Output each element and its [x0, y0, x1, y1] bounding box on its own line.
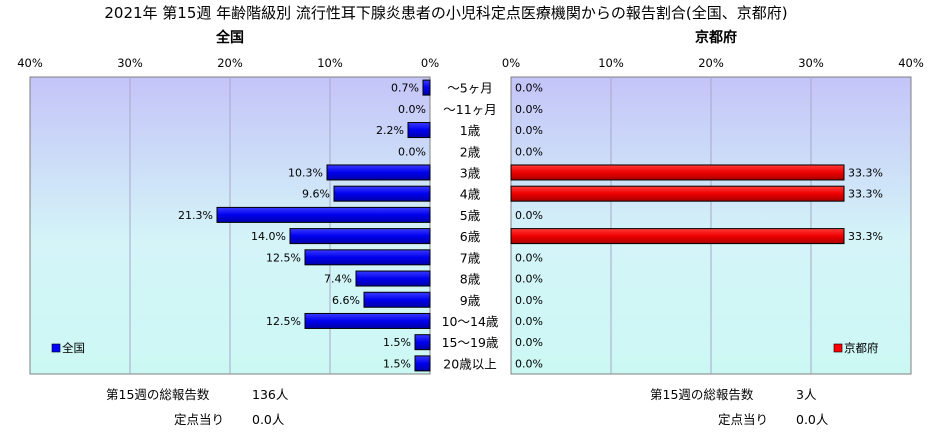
kyoto-tick-label: 30% [798, 56, 824, 70]
marks-layer: 0% 10% 20% 30% 40% 全国 0.7% 0.0% 2.2% 0.0% 10.3% 9.6… [17, 29, 924, 372]
category-label: 9歳 [460, 293, 481, 308]
national-data-label: 7.4% [324, 273, 352, 286]
kyoto-data-label: 0.0% [515, 357, 543, 370]
kyoto-per-label: 定点当り [718, 412, 768, 427]
category-label: 3歳 [460, 165, 481, 180]
national-data-label: 12.5% [266, 251, 301, 264]
national-bar [363, 291, 431, 308]
category-label: 20歳以上 [443, 356, 496, 371]
national-tick-label: 0% [421, 56, 439, 70]
kyoto-tick-label: 0% [502, 56, 520, 70]
kyoto-data-label: 33.3% [848, 230, 883, 243]
category-label: 2歳 [460, 144, 481, 159]
national-bar [326, 164, 431, 181]
national-data-label: 0.0% [398, 145, 426, 158]
category-label: 4歳 [460, 187, 481, 202]
national-per-label: 定点当り [174, 412, 224, 427]
category-label: 15～19歳 [442, 335, 499, 350]
kyoto-data-label: 0.0% [515, 273, 543, 286]
national-legend-swatch [51, 343, 61, 353]
national-data-label: 14.0% [251, 230, 286, 243]
national-bar [289, 228, 431, 245]
category-label: ～5ヶ月 [447, 81, 492, 96]
kyoto-tick-label: 40% [898, 56, 924, 70]
national-per-value: 0.0人 [252, 412, 285, 427]
national-legend-label: 全国 [62, 341, 85, 355]
kyoto-bar [510, 185, 845, 202]
national-data-label: 2.2% [376, 124, 404, 137]
kyoto-data-label: 0.0% [515, 124, 543, 137]
kyoto-total-label: 第15週の総報告数 [650, 387, 754, 402]
category-label: 6歳 [460, 229, 481, 244]
national-data-label: 6.6% [332, 294, 360, 307]
national-tick-label: 20% [217, 56, 243, 70]
national-total-label: 第15週の総報告数 [106, 387, 210, 402]
kyoto-tick-label: 10% [598, 56, 624, 70]
national-bar [414, 334, 431, 351]
category-label: 1歳 [460, 123, 481, 138]
national-bar [216, 206, 431, 223]
kyoto-legend-label: 京都府 [844, 341, 879, 355]
kyoto-data-label: 33.3% [848, 188, 883, 201]
kyoto-tick-label: 20% [698, 56, 724, 70]
national-data-label: 10.3% [288, 166, 323, 179]
kyoto-data-label: 0.0% [515, 251, 543, 264]
kyoto-data-label: 0.0% [515, 82, 543, 95]
national-data-label: 21.3% [178, 209, 213, 222]
national-bar [304, 249, 431, 266]
kyoto-panel-heading: 京都府 [695, 29, 737, 46]
national-bar [304, 312, 431, 329]
kyoto-data-label: 0.0% [515, 294, 543, 307]
kyoto-data-label: 0.0% [515, 145, 543, 158]
category-label: 8歳 [460, 272, 481, 287]
kyoto-legend-swatch [833, 343, 843, 353]
national-data-label: 0.0% [398, 103, 426, 116]
national-total-value: 136人 [252, 387, 289, 402]
kyoto-data-label: 0.0% [515, 103, 543, 116]
national-bar [333, 185, 431, 202]
national-tick-label: 10% [317, 56, 343, 70]
national-bar [422, 79, 431, 96]
national-panel-heading: 全国 [215, 29, 244, 46]
kyoto-per-value: 0.0人 [796, 412, 829, 427]
national-bar [414, 355, 431, 372]
category-label: ～11ヶ月 [443, 102, 496, 117]
category-label: 10～14歳 [442, 314, 499, 329]
national-tick-label: 30% [117, 56, 143, 70]
kyoto-total-value: 3人 [796, 387, 817, 402]
national-bar [355, 270, 431, 287]
national-data-label: 12.5% [266, 315, 301, 328]
kyoto-data-label: 0.0% [515, 209, 543, 222]
kyoto-bar [510, 228, 845, 245]
chart-title: 2021年 第15週 年齢階級別 流行性耳下腺炎患者の小児科定点医療機関からの報… [104, 4, 787, 22]
category-label: 5歳 [460, 208, 481, 223]
national-data-label: 0.7% [391, 82, 419, 95]
kyoto-bar [510, 164, 845, 181]
kyoto-data-label: 33.3% [848, 166, 883, 179]
kyoto-data-label: 0.0% [515, 336, 543, 349]
plot-layer [29, 76, 912, 375]
national-data-label: 1.5% [383, 336, 411, 349]
national-bar [407, 122, 431, 139]
kyoto-data-label: 0.0% [515, 315, 543, 328]
national-data-label: 9.6% [302, 188, 330, 201]
category-label: 7歳 [460, 250, 481, 265]
national-tick-label: 40% [17, 56, 43, 70]
national-data-label: 1.5% [383, 357, 411, 370]
